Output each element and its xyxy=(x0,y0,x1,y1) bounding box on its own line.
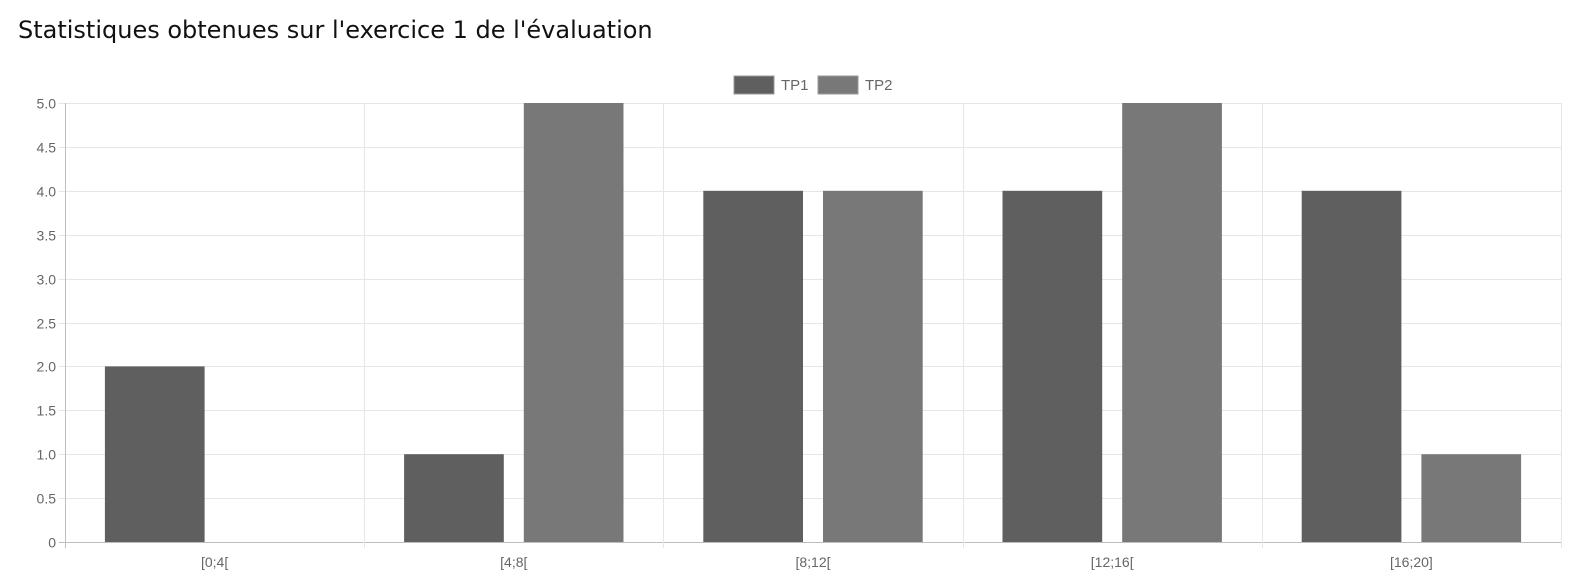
y-tick-label: 0.5 xyxy=(37,491,57,507)
page-title: Statistiques obtenues sur l'exercice 1 d… xyxy=(18,16,653,44)
bars xyxy=(104,103,1522,543)
grid-lines xyxy=(59,103,1562,548)
y-tick-label: 1.0 xyxy=(37,447,57,463)
y-tick-label: 5.0 xyxy=(37,96,57,112)
x-tick-label: [16;20] xyxy=(1390,554,1433,570)
bar-tp1-1[interactable] xyxy=(404,454,504,542)
x-tick-label: [0;4[ xyxy=(201,554,228,570)
y-tick-label: 0 xyxy=(48,535,56,551)
bar-tp2-4[interactable] xyxy=(1421,454,1522,542)
bar-tp1-2[interactable] xyxy=(703,190,803,543)
legend-label-tp2[interactable]: TP2 xyxy=(865,77,893,94)
y-tick-label: 1.5 xyxy=(37,403,57,419)
bar-tp1-4[interactable] xyxy=(1301,190,1402,543)
y-axis-ticks: 0 0.5 1.0 1.5 2.0 2.5 3.0 3.5 4.0 4.5 5.0 xyxy=(37,96,57,551)
legend[interactable]: TP1 TP2 xyxy=(733,75,893,95)
bar-tp1-0[interactable] xyxy=(104,366,205,542)
y-tick-label: 3.0 xyxy=(37,272,57,288)
legend-swatch-tp1[interactable] xyxy=(733,75,775,95)
legend-swatch-tp2[interactable] xyxy=(817,75,859,95)
x-tick-label: [12;16[ xyxy=(1091,554,1134,570)
x-tick-label: [4;8[ xyxy=(500,554,527,570)
y-tick-label: 4.5 xyxy=(37,140,57,156)
bar-tp2-2[interactable] xyxy=(823,190,923,543)
x-tick-label: [8;12[ xyxy=(795,554,830,570)
bar-tp2-3[interactable] xyxy=(1122,103,1222,542)
y-tick-label: 2.5 xyxy=(37,316,57,332)
y-tick-label: 2.0 xyxy=(37,359,57,375)
legend-label-tp1[interactable]: TP1 xyxy=(781,77,809,94)
x-axis-ticks: [0;4[ [4;8[ [8;12[ [12;16[ [16;20] xyxy=(201,554,1433,570)
y-tick-label: 3.5 xyxy=(37,228,57,244)
bar-tp1-3[interactable] xyxy=(1002,190,1103,543)
bar-tp2-1[interactable] xyxy=(523,103,624,542)
y-tick-label: 4.0 xyxy=(37,184,57,200)
